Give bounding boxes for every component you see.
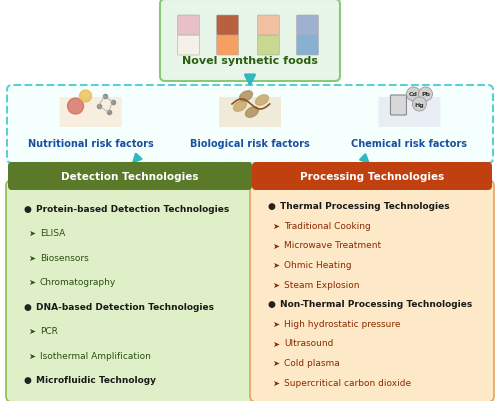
Text: Isothermal Amplification: Isothermal Amplification [40,351,151,360]
Text: ➤: ➤ [272,339,279,348]
Text: Pb: Pb [421,92,430,97]
Text: Detection Technologies: Detection Technologies [61,172,199,182]
Circle shape [68,99,84,115]
Text: Protein-based Detection Technologies: Protein-based Detection Technologies [36,204,229,213]
FancyBboxPatch shape [178,16,200,36]
Text: Processing Technologies: Processing Technologies [300,172,444,182]
Text: Cd: Cd [409,92,418,97]
Text: DNA-based Detection Technologies: DNA-based Detection Technologies [36,302,214,311]
FancyBboxPatch shape [258,36,280,56]
Text: Biological risk factors: Biological risk factors [190,139,310,149]
Circle shape [80,91,92,103]
FancyBboxPatch shape [60,98,122,128]
FancyBboxPatch shape [390,96,406,116]
Text: Ohmic Heating: Ohmic Heating [284,261,352,269]
Text: Traditional Cooking: Traditional Cooking [284,221,371,230]
Text: Non-Thermal Processing Technologies: Non-Thermal Processing Technologies [280,300,472,308]
Text: ➤: ➤ [272,319,279,328]
FancyBboxPatch shape [6,180,254,401]
FancyBboxPatch shape [258,16,280,36]
FancyBboxPatch shape [252,162,492,190]
Text: ➤: ➤ [272,241,279,250]
FancyBboxPatch shape [8,162,252,190]
Text: Ultrasound: Ultrasound [284,339,334,348]
FancyBboxPatch shape [160,0,340,82]
FancyBboxPatch shape [219,98,281,128]
Text: Microwave Treatment: Microwave Treatment [284,241,381,250]
Circle shape [418,88,432,102]
Text: Supercritical carbon dioxide: Supercritical carbon dioxide [284,378,411,387]
Text: ●: ● [24,375,32,384]
Text: Thermal Processing Technologies: Thermal Processing Technologies [280,202,450,211]
Text: ●: ● [24,302,32,311]
Circle shape [412,98,426,112]
Text: PCR: PCR [40,326,58,335]
Text: Chemical risk factors: Chemical risk factors [352,139,468,149]
Text: ➤: ➤ [272,280,279,289]
FancyBboxPatch shape [378,98,440,128]
FancyBboxPatch shape [296,16,318,36]
Text: Microfluidic Technology: Microfluidic Technology [36,375,156,384]
Text: ELISA: ELISA [40,229,65,238]
Ellipse shape [246,107,258,118]
Text: High hydrostatic pressure: High hydrostatic pressure [284,319,401,328]
Text: ➤: ➤ [28,253,35,262]
Text: Novel synthetic foods: Novel synthetic foods [182,56,318,66]
FancyBboxPatch shape [216,36,238,56]
Text: ➤: ➤ [28,229,35,238]
Text: Biosensors: Biosensors [40,253,89,262]
Text: ●: ● [268,300,276,308]
FancyBboxPatch shape [216,16,238,36]
Text: ●: ● [24,204,32,213]
FancyBboxPatch shape [250,180,494,401]
Text: ➤: ➤ [272,261,279,269]
FancyBboxPatch shape [296,36,318,56]
Text: Steam Explosion: Steam Explosion [284,280,360,289]
Text: Nutritional risk factors: Nutritional risk factors [28,139,154,149]
Text: ➤: ➤ [272,358,279,367]
Text: ➤: ➤ [28,326,35,335]
FancyBboxPatch shape [7,86,493,164]
Text: Hg: Hg [414,102,424,107]
Ellipse shape [240,91,252,102]
FancyBboxPatch shape [178,36,200,56]
Text: ➤: ➤ [28,351,35,360]
Text: ➤: ➤ [272,221,279,230]
Text: ●: ● [268,202,276,211]
Circle shape [406,88,420,102]
Text: Cold plasma: Cold plasma [284,358,340,367]
Ellipse shape [256,95,268,106]
Text: Chromatography: Chromatography [40,277,116,287]
Text: ➤: ➤ [28,277,35,287]
Ellipse shape [234,101,246,112]
Text: ➤: ➤ [272,378,279,387]
